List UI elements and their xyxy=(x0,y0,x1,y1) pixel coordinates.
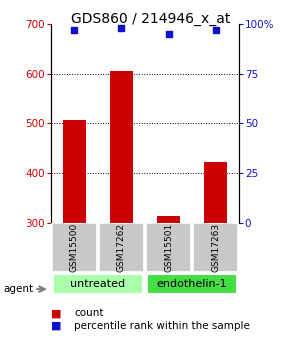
Text: GSM17263: GSM17263 xyxy=(211,223,220,272)
Text: agent: agent xyxy=(3,284,33,294)
Text: GSM15501: GSM15501 xyxy=(164,223,173,272)
Text: untreated: untreated xyxy=(70,279,126,289)
Bar xyxy=(52,223,97,272)
Bar xyxy=(157,216,180,223)
Bar xyxy=(146,223,191,272)
Point xyxy=(166,31,171,37)
Bar xyxy=(204,162,227,223)
Text: GSM15500: GSM15500 xyxy=(70,223,79,272)
Bar xyxy=(99,223,144,272)
Bar xyxy=(147,274,237,294)
Text: ■: ■ xyxy=(51,321,61,331)
Text: percentile rank within the sample: percentile rank within the sample xyxy=(74,321,250,331)
Bar xyxy=(63,120,86,223)
Bar xyxy=(53,274,143,294)
Text: GSM17262: GSM17262 xyxy=(117,223,126,272)
Point xyxy=(213,27,218,33)
Point xyxy=(119,26,124,31)
Text: GDS860 / 214946_x_at: GDS860 / 214946_x_at xyxy=(71,12,231,26)
Text: ■: ■ xyxy=(51,308,61,318)
Bar xyxy=(193,223,238,272)
Text: count: count xyxy=(74,308,104,318)
Bar xyxy=(110,71,133,223)
Text: endothelin-1: endothelin-1 xyxy=(157,279,227,289)
Point xyxy=(72,27,77,33)
